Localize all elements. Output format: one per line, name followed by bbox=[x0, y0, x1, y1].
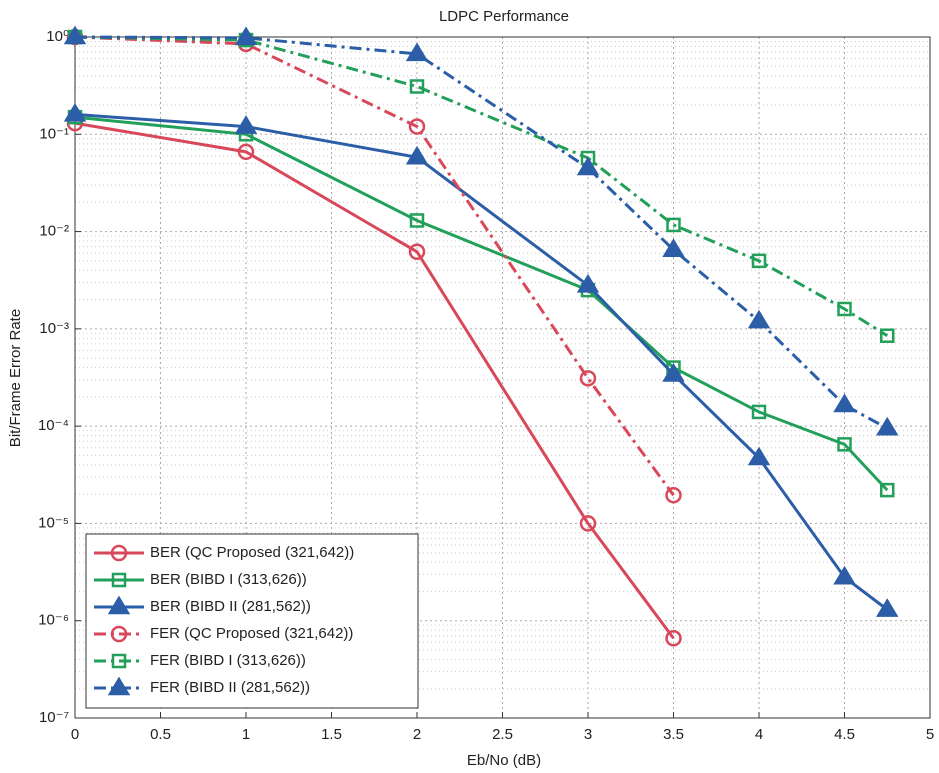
x-tick-label: 2.5 bbox=[492, 726, 513, 743]
y-tick-label: 10⁻⁷ bbox=[39, 709, 69, 726]
legend-label: BER (BIBD II (281,562)) bbox=[150, 598, 311, 615]
x-axis-label: Eb/No (dB) bbox=[467, 752, 541, 769]
y-axis-label: Bit/Frame Error Rate bbox=[7, 309, 24, 447]
x-tick-label: 1.5 bbox=[321, 726, 342, 743]
y-tick-label: 10⁻⁶ bbox=[38, 612, 69, 629]
legend-label: FER (BIBD II (281,562)) bbox=[150, 679, 310, 696]
y-tick-label: 10⁻⁴ bbox=[38, 417, 69, 434]
chart-title: LDPC Performance bbox=[439, 8, 569, 25]
chart: LDPC Performance Eb/No (dB) Bit/Frame Er… bbox=[0, 0, 939, 773]
x-tick-label: 2 bbox=[413, 726, 421, 743]
legend-label: BER (BIBD I (313,626)) bbox=[150, 571, 307, 588]
legend-label: BER (QC Proposed (321,642)) bbox=[150, 544, 354, 561]
y-tick-label: 10⁻³ bbox=[39, 320, 69, 337]
x-tick-label: 5 bbox=[926, 726, 934, 743]
legend: BER (QC Proposed (321,642)) BER (BIBD I (… bbox=[86, 534, 418, 708]
y-tick-label: 10⁻² bbox=[39, 223, 69, 240]
x-tick-label: 3 bbox=[584, 726, 592, 743]
y-tick-label: 10⁻¹ bbox=[39, 125, 69, 142]
x-tick-label: 0 bbox=[71, 726, 79, 743]
y-tick-label: 10⁻⁵ bbox=[38, 514, 69, 531]
x-tick-label: 0.5 bbox=[150, 726, 171, 743]
x-tick-label: 1 bbox=[242, 726, 250, 743]
legend-label: FER (BIBD I (313,626)) bbox=[150, 652, 306, 669]
x-tick-label: 4 bbox=[755, 726, 763, 743]
legend-label: FER (QC Proposed (321,642)) bbox=[150, 625, 353, 642]
x-tick-label: 3.5 bbox=[663, 726, 684, 743]
x-tick-label: 4.5 bbox=[834, 726, 855, 743]
